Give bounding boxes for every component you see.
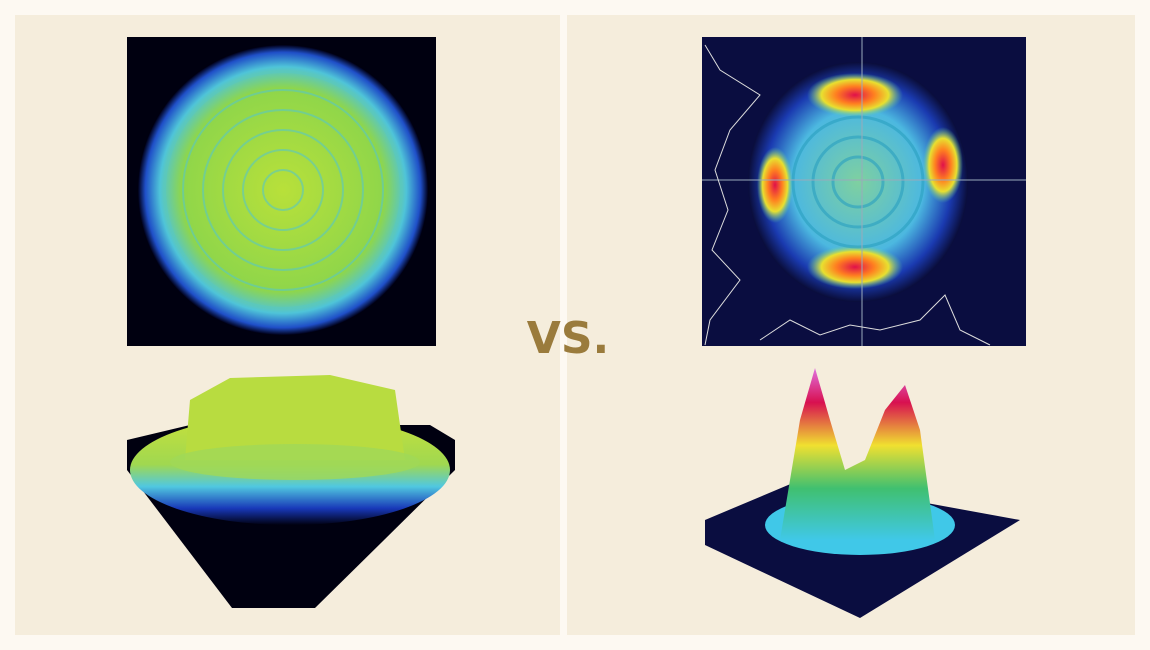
gaussian-beam-2d — [702, 37, 1026, 346]
vs-label: VS. — [527, 313, 609, 364]
gaussian-beam-3d — [705, 368, 1020, 618]
flat-top-beam-2d — [127, 37, 436, 346]
flat-top-beam-3d — [127, 375, 455, 608]
